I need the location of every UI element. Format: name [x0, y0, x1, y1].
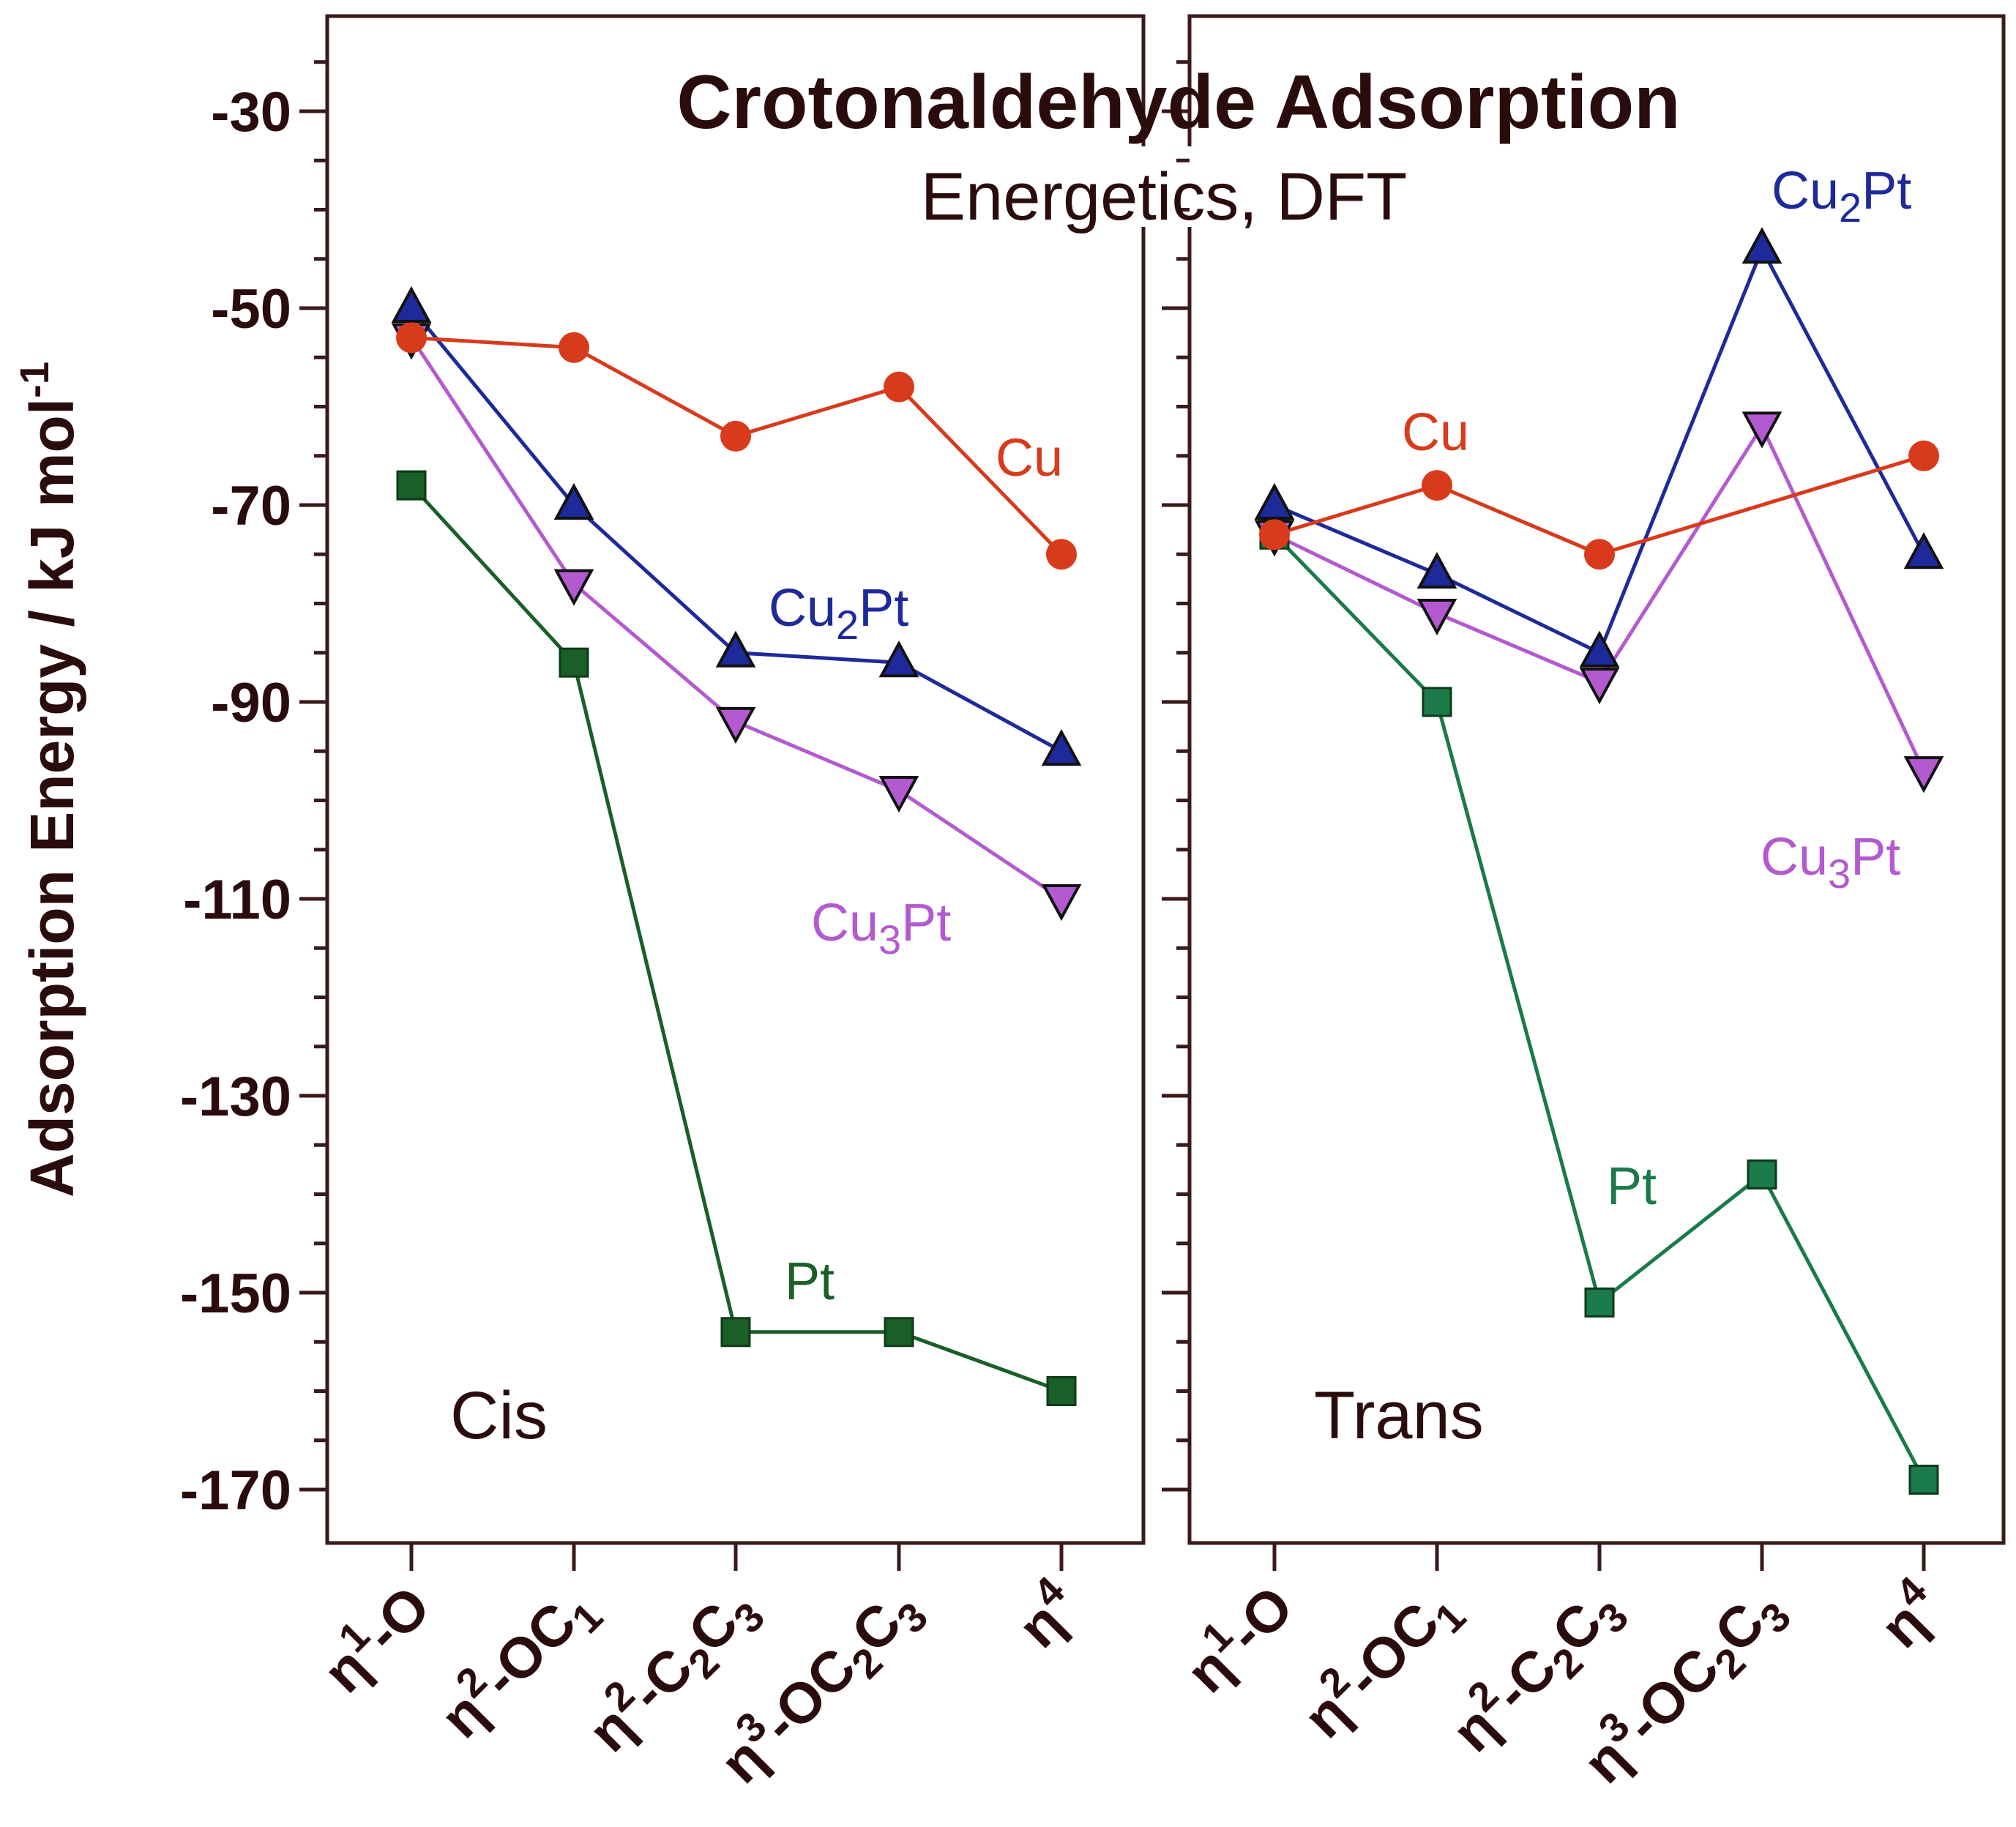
trans-pt-point: [1908, 1465, 1939, 1495]
chart-subtitle: Energetics, DFT: [921, 160, 1408, 234]
cis-cu2pt-label: Cu2Pt: [769, 579, 908, 648]
y-tick-label: -170: [180, 1460, 291, 1522]
y-tick-label: -150: [180, 1263, 291, 1325]
trans-cu2pt-point: [1579, 630, 1620, 668]
y-tick-label: -70: [211, 475, 291, 537]
cis-cu-point: [1046, 539, 1077, 570]
series-markers: [391, 227, 1944, 1495]
trans-pt-point: [1422, 687, 1452, 717]
cis-cu2pt-point: [715, 630, 756, 668]
cis-cu2pt-point: [553, 482, 594, 520]
x-tick-label: η1-O: [1168, 1567, 1305, 1705]
cis-pt-point: [884, 1317, 914, 1348]
trans-cu2pt-label: Cu2Pt: [1772, 162, 1911, 231]
trans-pt-label: Pt: [1607, 1157, 1657, 1216]
x-tick-label: η4: [1000, 1567, 1092, 1659]
cis-cu-point: [720, 420, 751, 452]
cis-cu3pt-point: [878, 776, 919, 813]
cis-cu3pt-point: [715, 706, 756, 744]
cis-pt-point: [720, 1317, 751, 1348]
cis-cu2pt-point: [1041, 729, 1082, 766]
y-axis-label-sup: -1: [11, 362, 57, 398]
x-tick-label: η2-OC1: [422, 1567, 611, 1757]
y-axis-label: Adsorption Energy / kJ mol-1: [11, 362, 86, 1198]
y-tick-label: -110: [183, 869, 291, 931]
trans-cu2pt-point: [1254, 482, 1295, 520]
trans-cu3pt-line: [1273, 422, 1926, 772]
y-tick-label: -90: [211, 672, 291, 734]
cis-pt-point: [559, 647, 589, 678]
trans-cu2pt-line: [1274, 244, 1926, 656]
cis-cu3pt-label: Cu3Pt: [811, 894, 951, 963]
trans-panel-frame: [1187, 14, 2006, 1545]
trans-cu3pt-point: [1903, 756, 1944, 793]
y-tick-label: -130: [180, 1066, 291, 1128]
trans-cu-point: [1422, 470, 1452, 501]
y-axis-label-main: Adsorption Energy / kJ mol: [18, 398, 86, 1198]
cis-cu3pt-point: [1041, 884, 1082, 922]
y-tick-label: -30: [211, 81, 291, 143]
axis-ticks: [299, 60, 1926, 1571]
trans-cu-label: Cu: [1402, 403, 1469, 462]
trans-cu2pt-point: [1741, 227, 1782, 264]
panel-label-cis: Cis: [450, 1378, 548, 1453]
cis-pt-label: Pt: [785, 1252, 835, 1311]
cis-cu-label: Cu: [996, 429, 1063, 487]
cis-cu-point: [884, 371, 914, 403]
cis-cu3pt-point: [553, 569, 594, 606]
cis-pt-line: [410, 484, 1062, 1393]
trans-cu2pt-point: [1416, 551, 1457, 589]
x-tick-label: η1-O: [305, 1567, 442, 1705]
trans-cu-point: [1584, 539, 1615, 570]
trans-cu3pt-point: [1741, 411, 1782, 449]
trans-cu3pt-point: [1416, 598, 1457, 636]
cis-panel-frame: [325, 14, 1146, 1545]
cis-pt-point: [1046, 1376, 1077, 1406]
panel-label-trans: Trans: [1314, 1378, 1484, 1453]
trans-pt-point: [1584, 1287, 1615, 1318]
cis-cu-point: [396, 322, 427, 354]
trans-pt-point: [1747, 1159, 1777, 1190]
cis-cu2pt-line: [410, 307, 1063, 753]
chart-title: Crotonaldehyde Adsorption: [676, 60, 1680, 145]
cis-cu2pt-point: [391, 285, 432, 323]
cis-cu-point: [559, 332, 589, 363]
trans-cu-point: [1908, 440, 1939, 471]
trans-cu2pt-point: [1903, 532, 1944, 569]
x-tick-label: η2-OC1: [1285, 1567, 1474, 1757]
x-tick-label: η4: [1862, 1567, 1955, 1659]
cis-pt-point: [396, 470, 427, 501]
trans-cu3pt-point: [1579, 668, 1620, 705]
cis-cu2pt-point: [878, 640, 919, 678]
trans-cu-point: [1259, 519, 1290, 550]
trans-cu-line: [1274, 454, 1924, 556]
trans-cu3pt-label: Cu3Pt: [1761, 828, 1900, 897]
y-tick-labels: -30 -50 -70 -90 -110 -130 -150 -170: [180, 81, 291, 1522]
y-tick-label: -50: [211, 278, 291, 340]
title-mask: [871, 146, 1457, 227]
series-lines: [409, 244, 1926, 1481]
